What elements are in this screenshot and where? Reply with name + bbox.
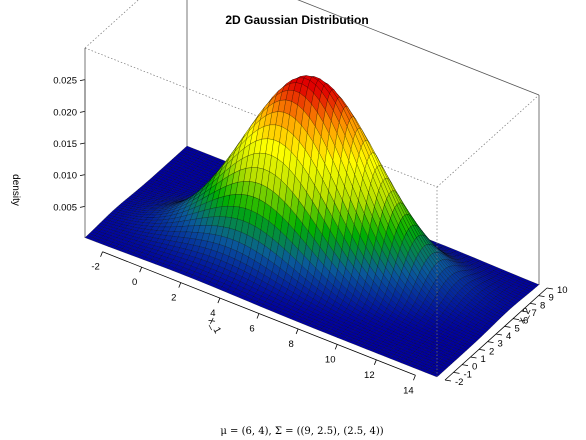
z-tick — [79, 79, 86, 82]
y-tick-label: -2 — [455, 377, 463, 388]
y-tick-label: 4 — [506, 331, 511, 342]
y-tick — [478, 348, 486, 351]
y-tick-label: 0 — [472, 362, 477, 373]
x-tick — [295, 328, 299, 335]
y-tick — [444, 379, 452, 382]
z-tick — [79, 205, 86, 208]
y-tick-label: -1 — [464, 369, 472, 380]
x-tick — [373, 359, 377, 365]
y-tick-label: 9 — [549, 293, 554, 304]
y-tick-label: 2 — [489, 346, 494, 357]
chart-title: 2D Gaussian Distribution — [225, 13, 368, 27]
z-tick — [79, 142, 86, 145]
z-tick-label: 0.005 — [53, 202, 77, 213]
x-tick-label: 0 — [132, 277, 137, 288]
y-tick — [453, 371, 460, 374]
y-tick — [521, 310, 528, 313]
x-tick-label: 6 — [249, 324, 254, 335]
z-tick-label: 0.020 — [53, 107, 77, 118]
y-tick — [504, 325, 511, 328]
x-tick — [178, 282, 182, 288]
y-tick — [512, 318, 520, 321]
x-tick-label: 2 — [171, 293, 176, 304]
x-tick-label: -2 — [91, 262, 99, 273]
x-tick-label: 12 — [364, 370, 375, 381]
x-tick — [217, 297, 221, 304]
y-tick — [529, 302, 537, 305]
x-tick — [139, 267, 143, 273]
x-tick — [256, 313, 260, 319]
y-tick-label: 7 — [532, 308, 537, 319]
y-tick — [470, 356, 477, 359]
x-tick — [413, 375, 416, 381]
z-tick — [79, 174, 86, 177]
y-tick-label: 10 — [557, 285, 568, 296]
z-tick — [79, 110, 86, 113]
x-axis-label: x_1 — [206, 316, 223, 336]
y-tick-label: 6 — [523, 316, 528, 327]
x-axis: -2 0 2 4 6 8 10 12 14 — [91, 251, 416, 396]
z-axis: 0.005 0.010 0.015 0.020 0.025 — [53, 76, 86, 213]
chart-caption: μ = (6, 4), Σ = ((9, 2.5), (2.5, 4)) — [220, 426, 383, 437]
x-tick — [334, 344, 338, 350]
y-tick — [538, 295, 545, 298]
x-tick-label: 4 — [210, 308, 215, 319]
z-tick-label: 0.025 — [53, 76, 77, 87]
x-tick-label: 14 — [403, 385, 414, 396]
z-tick-label: 0.015 — [53, 139, 77, 150]
y-tick-label: 1 — [481, 354, 486, 365]
y-tick — [461, 364, 469, 367]
z-axis-label: density — [10, 174, 21, 206]
plot-box-front — [84, 48, 438, 377]
y-tick — [546, 287, 554, 290]
y-tick — [487, 341, 494, 344]
x-tick-label: 10 — [325, 354, 336, 365]
y-tick-label: 5 — [515, 323, 520, 334]
y-tick — [495, 333, 503, 336]
x-tick — [100, 251, 103, 257]
x-tick-label: 8 — [288, 339, 293, 350]
y-tick-label: 3 — [498, 339, 503, 350]
z-tick-label: 0.010 — [53, 171, 77, 182]
density-surface — [84, 75, 540, 378]
y-tick-label: 8 — [540, 300, 545, 311]
